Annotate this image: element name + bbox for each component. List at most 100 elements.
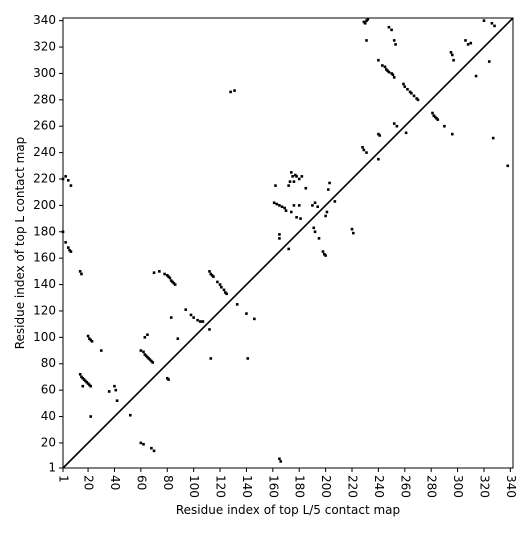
- contact-point: [167, 378, 170, 381]
- contact-point: [184, 308, 188, 311]
- contact-point: [165, 376, 169, 380]
- contact-point: [311, 204, 314, 207]
- contact-point: [433, 115, 437, 119]
- contact-point: [490, 21, 494, 25]
- x-tick-label: 300: [451, 475, 465, 498]
- contact-point: [68, 248, 71, 252]
- contact-point: [220, 285, 223, 289]
- contact-point: [210, 274, 214, 277]
- contact-point: [129, 413, 132, 417]
- contact-point: [212, 275, 215, 278]
- contact-point: [394, 43, 397, 46]
- contact-point: [491, 136, 495, 140]
- contact-point: [61, 230, 65, 234]
- contact-point: [361, 146, 364, 149]
- contact-point: [167, 275, 170, 278]
- x-axis-label: Residue index of top L/5 contact map: [176, 503, 400, 517]
- contact-point: [69, 250, 73, 253]
- contact-point: [88, 337, 91, 340]
- contact-point: [143, 336, 147, 339]
- contact-point: [168, 276, 172, 280]
- contact-point: [86, 382, 90, 385]
- contact-point: [452, 58, 455, 62]
- contact-point: [284, 209, 288, 212]
- diagonal-line: [62, 17, 514, 469]
- contact-point: [90, 340, 94, 343]
- x-tick-label: 320: [477, 475, 491, 498]
- contact-point: [487, 60, 491, 63]
- contact-point: [289, 171, 293, 174]
- contact-point: [84, 379, 87, 383]
- contact-point: [69, 184, 73, 187]
- x-tick-label: 220: [346, 475, 360, 498]
- contact-point: [113, 384, 116, 388]
- contact-point: [328, 181, 331, 185]
- contact-point: [198, 320, 202, 323]
- contact-point: [493, 24, 496, 28]
- contact-point: [325, 210, 329, 214]
- x-tick-label: 340: [504, 475, 518, 498]
- contact-point: [408, 90, 412, 94]
- contact-point: [412, 94, 416, 98]
- contact-point: [415, 97, 418, 100]
- contact-point: [171, 280, 174, 284]
- contact-point: [333, 200, 337, 203]
- plot-frame: [62, 17, 514, 469]
- y-tick-label: 260: [33, 119, 56, 133]
- contact-point: [410, 91, 413, 95]
- contact-point: [449, 51, 453, 54]
- x-tick-label: 180: [293, 475, 307, 498]
- contact-point: [278, 233, 281, 236]
- y-tick-label: 120: [33, 303, 56, 317]
- contact-point: [312, 226, 316, 230]
- contact-point: [352, 231, 355, 235]
- contact-point: [297, 204, 301, 207]
- contact-point: [152, 449, 156, 453]
- x-tick-label: 20: [82, 475, 96, 490]
- contact-point: [148, 358, 152, 362]
- contact-point: [142, 442, 145, 446]
- contact-point: [81, 376, 85, 380]
- contact-point: [377, 132, 380, 136]
- contact-point: [152, 271, 156, 274]
- y-tick-label: 20: [41, 435, 56, 449]
- y-tick-label: 40: [41, 409, 56, 423]
- contact-point: [378, 134, 382, 137]
- contact-point: [115, 399, 119, 402]
- contact-point: [165, 274, 169, 277]
- contact-point: [313, 201, 317, 205]
- contact-point: [365, 19, 368, 22]
- contact-point: [297, 177, 301, 181]
- contact-point: [114, 388, 118, 392]
- contact-point: [406, 87, 409, 91]
- contact-point: [189, 313, 193, 317]
- contact-point: [381, 64, 384, 67]
- contact-point: [431, 111, 434, 115]
- y-tick-label: 200: [33, 198, 56, 212]
- contact-point: [365, 39, 368, 42]
- contact-point: [322, 252, 326, 256]
- y-tick-label: 340: [33, 13, 56, 27]
- y-tick-label: 140: [33, 277, 56, 291]
- contact-point: [326, 188, 330, 191]
- contact-point: [142, 350, 145, 354]
- y-tick-label: 320: [33, 40, 56, 54]
- y-tick-label: 180: [33, 224, 56, 238]
- contact-point: [450, 53, 454, 57]
- contact-point: [80, 375, 83, 379]
- contact-point: [316, 205, 319, 209]
- y-tick-label: 60: [41, 383, 56, 397]
- contact-point: [365, 151, 368, 154]
- contact-point: [89, 415, 93, 418]
- contact-point: [66, 179, 70, 182]
- contact-point: [287, 247, 290, 251]
- contact-point: [385, 68, 388, 71]
- contact-point: [390, 28, 393, 32]
- contact-point: [209, 272, 213, 276]
- contact-point: [391, 73, 395, 77]
- contact-point: [321, 250, 325, 253]
- x-tick-label: 120: [214, 475, 228, 498]
- contact-point: [416, 98, 420, 102]
- contact-point: [464, 39, 467, 42]
- contact-point: [169, 316, 173, 319]
